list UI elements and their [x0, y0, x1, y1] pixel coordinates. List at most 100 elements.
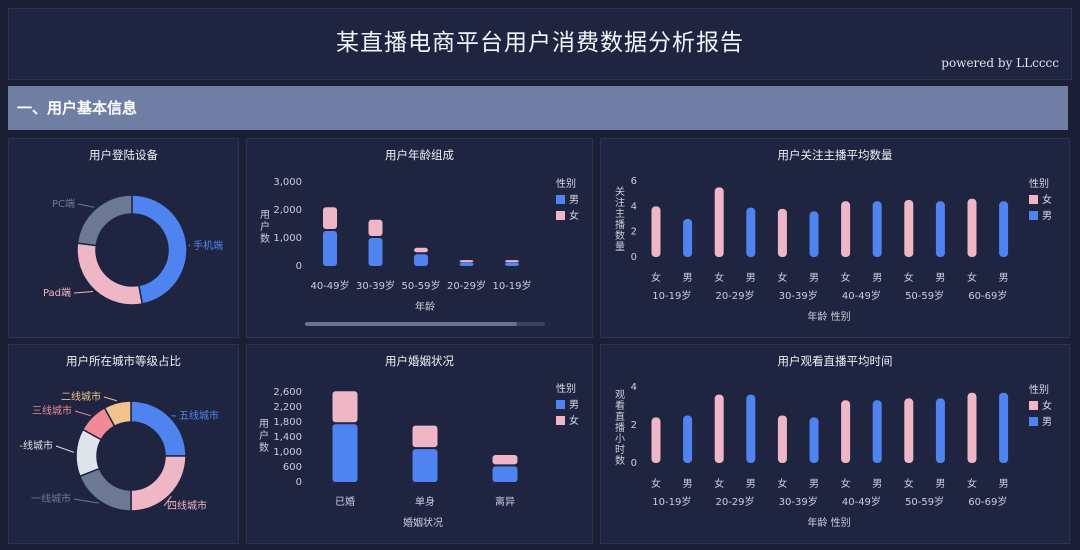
legend-title: 性别 [556, 177, 576, 190]
bar [746, 394, 756, 463]
group-label: 40-49岁 [842, 289, 881, 302]
x-tick-label: 10-19岁 [492, 279, 531, 292]
slice-label: 四线城市 [167, 499, 207, 512]
y-tick-label: 6 [631, 176, 637, 187]
bar-category-label: 男 [872, 478, 882, 490]
bar-segment-female [414, 247, 428, 253]
bar-category-label: 男 [683, 478, 693, 490]
group-label: 20-29岁 [715, 495, 754, 508]
bar [714, 394, 724, 463]
legend-label: 女 [569, 209, 579, 222]
report-header: 某直播电商平台用户消费数据分析报告 powered by LLcccc [8, 8, 1072, 80]
bar [935, 201, 945, 257]
donut-slice [76, 242, 144, 306]
y-tick-label: 0 [631, 252, 637, 263]
donut-slice [78, 467, 132, 512]
legend-label: 女 [1042, 193, 1052, 206]
y-tick-label: 0 [296, 261, 302, 272]
bar-category-label: 男 [935, 272, 945, 284]
follow-bar-chart: 6420关注主播数量女男女男女男女男女男女男10-19岁 20-29岁 30-39岁… [615, 176, 1052, 323]
legend-label: 女 [569, 414, 579, 427]
bar [777, 415, 787, 463]
donut-slice [103, 400, 132, 428]
panel-city: 用户所在城市等级占比 五线城市 四线城市 一线城市 -线城市 三线城市 二线城市 [8, 344, 239, 544]
panel-watch: 用户观看直播平均时间 4 2 0 观看直播小时数女男女男女男女男女男女男 10-19岁 2… [600, 344, 1070, 544]
legend-label: 男 [569, 194, 579, 206]
group-label: 30-39岁 [779, 495, 818, 508]
bar-category-label: 男 [683, 272, 693, 284]
x-tick-label: 20-29岁 [447, 279, 486, 292]
bar [809, 211, 819, 257]
x-axis-label: 年龄 性别 [807, 516, 850, 529]
report-title: 某直播电商平台用户消费数据分析报告 [336, 30, 744, 56]
bar [872, 201, 882, 257]
legend-label: 男 [569, 399, 579, 411]
panel-title: 用户观看直播平均时间 [777, 354, 893, 368]
bar-segment-female [492, 455, 518, 465]
panel-age: 用户年龄组成 3,000 2,000 1,000 0 用户数 40-49岁 30-39岁 50… [246, 138, 593, 338]
legend-swatch [556, 416, 565, 425]
bar [967, 392, 977, 463]
bar [904, 398, 914, 463]
bar-segment-male [412, 449, 438, 482]
bar-category-label: 女 [904, 271, 914, 284]
y-axis-label: 观看直播小时数 [615, 389, 625, 467]
legend-label: 女 [1042, 399, 1052, 412]
x-tick-label: 30-39岁 [356, 279, 395, 292]
slice-leader-line [77, 203, 95, 208]
slice-label: 一线城市 [31, 492, 71, 505]
slice-label: Pad端 [43, 286, 71, 299]
bar-category-label: 男 [746, 272, 756, 284]
legend-title: 性别 [1029, 177, 1049, 190]
bar [904, 200, 914, 257]
group-label: 10-19岁 [652, 495, 691, 508]
legend-swatch [1029, 401, 1038, 410]
x-axis-label: 婚姻状况 [403, 516, 443, 529]
bar [714, 187, 724, 257]
bar [777, 208, 787, 257]
legend-swatch [1029, 211, 1038, 220]
bar-category-label: 女 [714, 271, 724, 284]
panel-marriage: 用户婚姻状况 2,600 2,200 1,800 1,400 1,000 600 0 用户数已… [246, 344, 593, 544]
slice-leader-line [188, 244, 191, 247]
x-axis-label: 年龄 [415, 300, 435, 313]
slice-label: 三线城市 [32, 404, 72, 417]
y-tick-label: 3,000 [273, 177, 302, 188]
x-tick-label: 单身 [415, 495, 435, 508]
y-tick-label: 2,000 [273, 205, 302, 216]
bar-segment-female [368, 219, 383, 236]
legend-title: 性别 [556, 382, 576, 395]
y-axis-label: 用户数 [259, 419, 269, 454]
watch-bar-chart: 420观看直播小时数女男女男女男女男女男女男10-19岁 20-29岁 30-39岁… [615, 382, 1052, 529]
age-bar-chart: 3,000 2,000 1,000 0 用户数 40-49岁 30-39岁 50-59岁 20-… [260, 177, 579, 326]
slice-leader-line [74, 410, 91, 417]
donut-slice [130, 400, 187, 457]
y-tick-label: 1,000 [273, 447, 302, 458]
bar [872, 400, 882, 463]
y-tick-label: 1,400 [273, 432, 302, 443]
bar [651, 206, 661, 257]
y-axis-label: 用户数 [260, 210, 270, 245]
scrollbar-thumb [305, 322, 517, 326]
group-label: 10-19岁 [652, 289, 691, 302]
bar [999, 392, 1009, 463]
powered-by: powered by LLcccc [941, 56, 1059, 70]
panel-title: 用户所在城市等级占比 [66, 354, 181, 368]
y-axis-label: 关注主播数量 [615, 185, 625, 253]
y-tick-label: 1,000 [273, 233, 302, 244]
bar-category-label: 男 [935, 478, 945, 490]
bar [841, 400, 851, 463]
group-label: 40-49岁 [842, 495, 881, 508]
group-label: 30-39岁 [779, 289, 818, 302]
slice-label: PC端 [52, 197, 75, 210]
bar-category-label: 女 [967, 477, 977, 490]
y-tick-label: 2,600 [273, 387, 302, 398]
slice-label: -线城市 [19, 439, 53, 452]
group-label: 60-69岁 [968, 495, 1007, 508]
group-label: 50-59岁 [905, 289, 944, 302]
y-tick-label: 2 [631, 227, 637, 238]
legend-swatch [556, 400, 565, 409]
bar-segment-female [459, 260, 474, 263]
slice-label: 二线城市 [61, 390, 101, 403]
